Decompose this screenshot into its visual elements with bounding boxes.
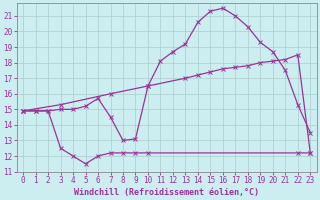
- X-axis label: Windchill (Refroidissement éolien,°C): Windchill (Refroidissement éolien,°C): [74, 188, 259, 197]
